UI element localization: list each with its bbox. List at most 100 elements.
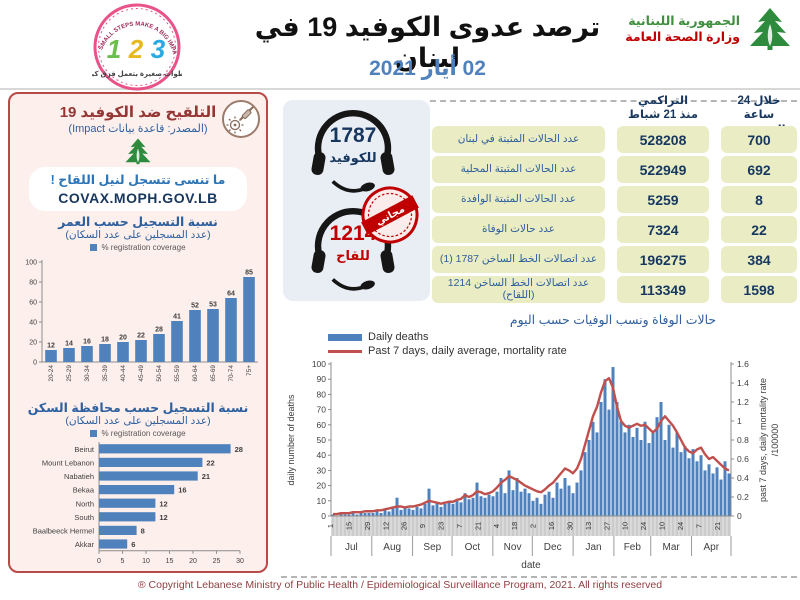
svg-text:Mar: Mar [663, 542, 681, 553]
stat-last-24h-cell: 692 [721, 156, 797, 183]
covid-hotline-label: للكوفيد [329, 150, 377, 165]
svg-text:16: 16 [83, 339, 91, 346]
stats-row: 700 528208 عدد الحالات المثبتة في لبنان [432, 126, 797, 153]
svg-text:Akkar: Akkar [75, 540, 95, 549]
svg-text:60: 60 [29, 300, 37, 307]
svg-text:55-59: 55-59 [174, 365, 181, 382]
svg-text:1.6: 1.6 [737, 359, 749, 369]
stat-last-24h-cell: 384 [721, 246, 797, 273]
age-chart-svg: 0 20 40 60 80 100 12 20-24 14 25-29 16 30-34 18 35-39… [25, 260, 258, 382]
svg-text:20: 20 [317, 481, 327, 491]
age-chart-legend-label: % registration coverage [101, 243, 186, 252]
covid-hotline-number: 1787 [329, 124, 377, 147]
age-chart-title: نسبة التسجيل حسب العمر [58, 215, 218, 229]
covax-registration-box: ما تنسى تتسجل لنيل اللقاح ! COVAX.MOPH.G… [29, 167, 247, 211]
stat-last-24h-cell: 1598 [721, 276, 797, 303]
governorate-chart-legend-label: % registration coverage [101, 429, 186, 438]
svg-text:16: 16 [178, 486, 186, 495]
svg-text:12: 12 [159, 499, 167, 508]
svg-text:20: 20 [119, 335, 127, 342]
legend-daily-deaths-label: Daily deaths [368, 331, 429, 343]
legend-mortality-rate: Past 7 days, daily average, mortality ra… [328, 344, 567, 358]
page-title: ترصد عدوى الكوفيد 19 في لبنان [254, 12, 601, 73]
ministry-line1: الجمهورية اللبنانية [628, 14, 740, 29]
svg-text:Jul: Jul [345, 542, 358, 553]
svg-text:14: 14 [65, 341, 73, 348]
svg-text:0.8: 0.8 [737, 435, 749, 445]
hotline-panel: 1787 للكوفيد 1214 للقاح مجاني [283, 100, 430, 301]
vaccination-title: التلقيح ضد الكوفيد 19 [59, 104, 217, 121]
svg-text:23: 23 [437, 522, 446, 530]
governorate-chart-legend: % registration coverage [15, 429, 261, 438]
covax-url-link[interactable]: COVAX.MOPH.GOV.LB [58, 190, 218, 206]
line-swatch-icon [328, 349, 362, 353]
cedar-icon [750, 8, 790, 50]
svg-text:25: 25 [213, 558, 221, 565]
bar-swatch-icon [328, 333, 362, 341]
svg-text:10: 10 [142, 558, 150, 565]
svg-text:70-74: 70-74 [228, 365, 235, 382]
governorate-chart-title: نسبة التسجيل حسب محافظة السكن [27, 401, 249, 415]
age-chart-subtitle: (عدد المسجلين على عدد السكان) [65, 229, 211, 241]
svg-text:64: 64 [227, 291, 235, 298]
svg-text:20: 20 [29, 340, 37, 347]
svg-text:22: 22 [206, 459, 214, 468]
svg-text:24: 24 [639, 522, 648, 530]
svg-text:27: 27 [602, 522, 611, 530]
deaths-chart-section: حالات الوفاة ونسب الوفيات حسب اليوم Dail… [283, 312, 797, 574]
svg-text:1: 1 [326, 524, 335, 528]
svg-text:0: 0 [97, 558, 101, 565]
header-divider [0, 88, 800, 90]
svg-text:18: 18 [510, 522, 519, 530]
svg-text:20-24: 20-24 [48, 365, 55, 382]
svg-text:12: 12 [159, 513, 167, 522]
svg-text:16: 16 [547, 522, 556, 530]
stats-table-header: خلال 24 ساعة المنصرمة التراكمي منذ 21 شب… [432, 94, 797, 136]
vaccination-panel: التلقيح ضد الكوفيد 19 (المصدر: قاعدة بيا… [8, 92, 268, 573]
svg-text:15: 15 [344, 522, 353, 530]
header-cumulative-line2: منذ 21 شباط [628, 109, 698, 122]
svg-text:30: 30 [317, 465, 327, 475]
stat-cumulative-cell: 528208 [617, 126, 709, 153]
svg-text:25-29: 25-29 [66, 365, 73, 382]
svg-text:daily number of deaths: daily number of deaths [286, 394, 296, 486]
governorate-registration-chart: 0 5 10 15 20 25 30 Beirut 28 Mount Lebanon 22 Nabat… [15, 438, 261, 575]
svg-text:Apr: Apr [703, 542, 719, 553]
svg-text:Aug: Aug [383, 542, 401, 553]
svg-text:Beirut: Beirut [74, 445, 95, 454]
badge-number-3: 3 [151, 34, 166, 64]
svg-text:30: 30 [565, 522, 574, 530]
svg-text:past 7 days, daily mortality r: past 7 days, daily mortality rate [758, 378, 768, 502]
svg-text:9: 9 [418, 524, 427, 528]
svg-text:90: 90 [317, 374, 327, 384]
age-registration-chart: 0 20 40 60 80 100 12 20-24 14 25-29 16 30-34 18 35-39… [15, 252, 261, 397]
stat-label-cell: عدد حالات الوفاة [432, 216, 605, 243]
stat-cumulative-cell: 196275 [617, 246, 709, 273]
cedar-small-icon [125, 138, 151, 165]
svg-text:/100000: /100000 [770, 424, 780, 457]
stat-cumulative-cell: 5259 [617, 186, 709, 213]
svg-text:date: date [521, 560, 541, 571]
svg-text:12: 12 [47, 343, 55, 350]
ministry-logo: الجمهورية اللبنانية وزارة الصحة العامة [625, 6, 794, 54]
svg-text:60-64: 60-64 [192, 365, 199, 382]
daily-deaths-chart: 0 10 20 30 40 50 60 70 80 90 100 0 0.2 0.4 0.6 0.8 1 1.2 1… [283, 358, 797, 577]
svg-text:30-34: 30-34 [84, 365, 91, 382]
svg-text:10: 10 [621, 522, 630, 530]
badge-number-1: 1 [107, 34, 121, 64]
svg-text:30: 30 [236, 558, 244, 565]
svg-text:40: 40 [317, 450, 327, 460]
legend-swatch-icon [90, 244, 98, 251]
svg-text:Nabatieh: Nabatieh [64, 472, 94, 481]
svg-text:75+: 75+ [246, 365, 253, 376]
svg-text:50-54: 50-54 [156, 365, 163, 382]
stat-cumulative-cell: 522949 [617, 156, 709, 183]
dashed-divider-top [430, 100, 797, 102]
svg-text:28: 28 [235, 445, 243, 454]
svg-text:18: 18 [101, 337, 109, 344]
svg-text:Sep: Sep [423, 542, 441, 553]
svg-text:29: 29 [363, 522, 372, 530]
svg-text:Feb: Feb [624, 542, 642, 553]
svg-text:80: 80 [29, 280, 37, 287]
svg-text:0.6: 0.6 [737, 454, 749, 464]
